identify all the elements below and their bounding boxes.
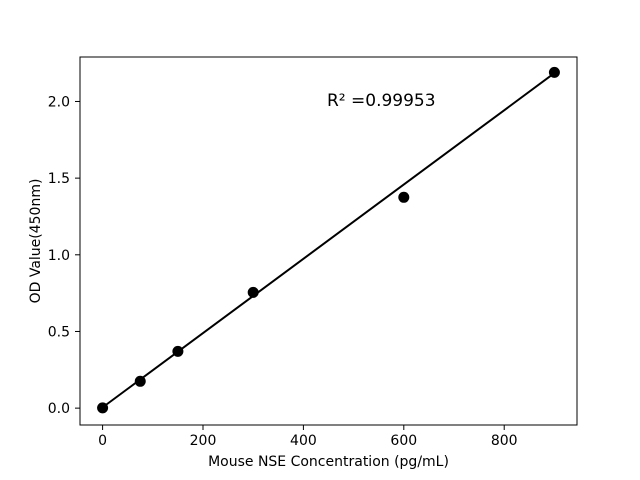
plot-border <box>79 56 578 426</box>
x-tick-label: 0 <box>98 433 107 449</box>
x-tick-label: 800 <box>491 433 518 449</box>
y-tick-label: 1.0 <box>48 248 70 264</box>
x-tick-label: 200 <box>190 433 217 449</box>
x-tick-label: 600 <box>390 433 417 449</box>
fit-line <box>101 72 556 409</box>
y-tick-label: 0.5 <box>48 324 70 340</box>
y-tick-label: 1.5 <box>48 171 70 187</box>
data-point <box>398 191 410 203</box>
y-axis-label: OD Value(450nm) <box>28 179 44 304</box>
x-tick-label: 400 <box>290 433 317 449</box>
y-tick-label: 2.0 <box>48 94 70 110</box>
r-squared-annotation: R² =0.99953 <box>327 91 436 111</box>
y-tick-label: 0.0 <box>48 401 70 417</box>
x-axis-label: Mouse NSE Concentration (pg/mL) <box>208 454 449 470</box>
